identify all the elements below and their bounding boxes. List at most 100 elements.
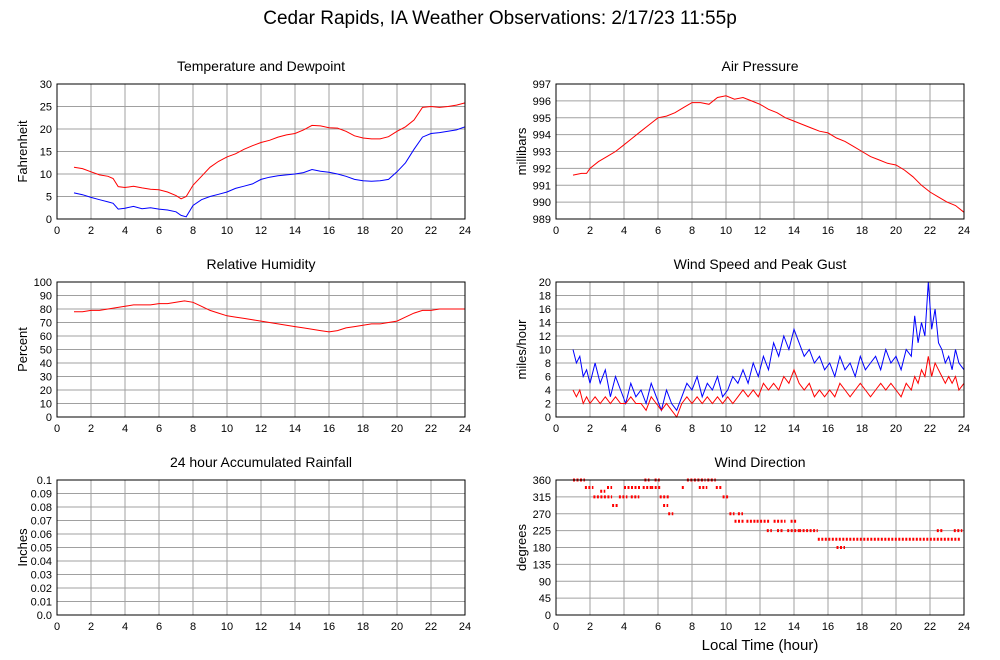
x-tick-label: 10 [221, 423, 233, 435]
y-tick-label: 0.04 [31, 556, 52, 568]
x-tick-label: 0 [54, 423, 60, 435]
chart-panel-3: Wind Speed and Peak Gust0246810121416182… [514, 256, 970, 435]
x-tick-label: 24 [958, 423, 970, 435]
x-tick-label: 4 [122, 423, 128, 435]
x-tick-label: 18 [357, 621, 369, 633]
x-tick-label: 16 [323, 621, 335, 633]
series-line-1 [572, 356, 965, 419]
series-line-0 [73, 102, 466, 200]
plot-frame [56, 479, 466, 616]
x-tick-label: 10 [720, 621, 732, 633]
x-tick-label: 24 [459, 423, 471, 435]
series-line-1 [73, 126, 466, 218]
plot-frame [56, 83, 466, 220]
y-tick-label: 997 [533, 79, 551, 91]
plot-frame [555, 281, 965, 418]
x-tick-label: 20 [890, 423, 902, 435]
y-tick-label: 990 [533, 197, 551, 209]
y-tick-label: 45 [539, 593, 551, 605]
y-tick-label: 0.03 [31, 570, 52, 582]
y-tick-label: 0.09 [31, 489, 52, 501]
x-tick-label: 8 [689, 423, 695, 435]
chart-title: 24 hour Accumulated Rainfall [170, 454, 352, 470]
x-tick-label: 16 [323, 423, 335, 435]
x-tick-label: 2 [88, 423, 94, 435]
series-line-0 [572, 95, 965, 213]
y-tick-label: 8 [545, 358, 551, 370]
y-tick-label: 180 [533, 543, 551, 555]
x-tick-label: 12 [754, 423, 766, 435]
y-tick-label: 14 [539, 318, 551, 330]
x-tick-label: 2 [88, 621, 94, 633]
y-tick-label: 360 [533, 475, 551, 487]
x-tick-label: 16 [323, 225, 335, 237]
chart-title: Wind Speed and Peak Gust [674, 256, 847, 272]
x-tick-label: 10 [221, 621, 233, 633]
y-tick-label: 0.1 [37, 475, 52, 487]
x-tick-label: 16 [822, 621, 834, 633]
x-tick-label: 22 [924, 621, 936, 633]
y-tick-label: 135 [533, 559, 551, 571]
x-tick-label: 0 [54, 621, 60, 633]
x-tick-label: 14 [289, 423, 301, 435]
x-tick-label: 0 [553, 423, 559, 435]
y-tick-label: 993 [533, 147, 551, 159]
y-tick-label: 315 [533, 492, 551, 504]
y-tick-label: 100 [34, 277, 52, 289]
y-tick-label: 5 [46, 192, 52, 204]
y-tick-label: 15 [40, 147, 52, 159]
x-tick-label: 6 [156, 225, 162, 237]
x-tick-label: 4 [621, 423, 627, 435]
x-tick-label: 12 [754, 225, 766, 237]
y-tick-label: 996 [533, 96, 551, 108]
x-tick-label: 24 [958, 621, 970, 633]
y-tick-label: 0 [46, 412, 52, 424]
x-tick-label: 6 [655, 225, 661, 237]
x-tick-label: 6 [156, 423, 162, 435]
y-tick-label: 0.06 [31, 529, 52, 541]
x-tick-label: 4 [122, 225, 128, 237]
x-tick-label: 12 [255, 423, 267, 435]
x-tick-label: 18 [856, 225, 868, 237]
y-tick-label: 0 [46, 214, 52, 226]
y-tick-label: 995 [533, 113, 551, 125]
y-tick-label: 50 [40, 345, 52, 357]
y-axis-label: degrees [514, 524, 529, 571]
x-tick-label: 4 [122, 621, 128, 633]
x-tick-label: 16 [822, 225, 834, 237]
x-tick-label: 14 [788, 225, 800, 237]
chart-title: Relative Humidity [207, 256, 316, 272]
plot-frame [555, 83, 965, 220]
chart-panel-2: Relative Humidity01020304050607080901000… [15, 256, 471, 435]
y-tick-label: 18 [539, 291, 551, 303]
x-tick-label: 10 [221, 225, 233, 237]
x-tick-label: 22 [924, 225, 936, 237]
x-tick-label: 18 [357, 225, 369, 237]
y-tick-label: 10 [40, 399, 52, 411]
x-tick-label: 0 [553, 225, 559, 237]
x-tick-label: 8 [190, 621, 196, 633]
x-tick-label: 12 [255, 621, 267, 633]
plot-frame [555, 479, 965, 616]
y-tick-label: 60 [40, 331, 52, 343]
y-tick-label: 30 [40, 79, 52, 91]
chart-title: Wind Direction [714, 454, 805, 470]
y-tick-label: 994 [533, 130, 551, 142]
x-tick-label: 6 [655, 621, 661, 633]
x-tick-label: 24 [958, 225, 970, 237]
y-tick-label: 992 [533, 163, 551, 175]
y-tick-label: 70 [40, 318, 52, 330]
x-tick-label: 4 [621, 225, 627, 237]
x-tick-label: 24 [459, 225, 471, 237]
y-tick-label: 90 [539, 576, 551, 588]
page-title: Cedar Rapids, IA Weather Observations: 2… [263, 8, 737, 29]
x-tick-label: 2 [587, 621, 593, 633]
y-tick-label: 90 [40, 291, 52, 303]
y-tick-label: 16 [539, 304, 551, 316]
x-tick-label: 12 [255, 225, 267, 237]
x-tick-label: 2 [587, 225, 593, 237]
